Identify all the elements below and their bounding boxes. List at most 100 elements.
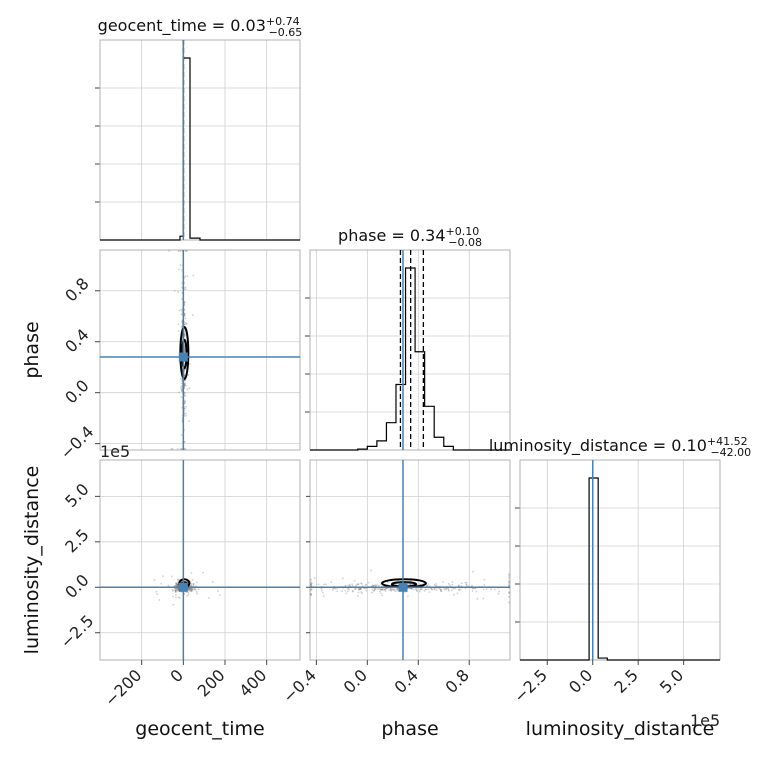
sample-point: [384, 590, 387, 592]
x-tick-label-1: 0.0: [565, 666, 596, 697]
sample-point: [170, 448, 173, 450]
sample-point: [174, 584, 177, 587]
sample-point: [457, 588, 460, 591]
sample-point: [419, 588, 421, 591]
sample-point: [341, 590, 344, 593]
sample-point: [385, 587, 388, 590]
x-tick-label-0: −0.4: [279, 666, 320, 707]
sample-point: [176, 583, 179, 586]
x-tick-label-2: 2.5: [610, 666, 641, 697]
sample-point: [180, 396, 182, 398]
sample-point: [177, 330, 180, 332]
sample-point: [373, 589, 376, 592]
sample-point: [396, 587, 399, 590]
sample-point: [180, 385, 183, 388]
sample-point: [176, 579, 179, 581]
sample-point: [476, 597, 479, 600]
sample-point: [465, 583, 468, 586]
y-tick-label-0: −0.4: [56, 422, 97, 463]
sample-point: [218, 594, 221, 596]
sample-point: [179, 387, 182, 389]
sample-point: [434, 587, 437, 590]
sample-point: [188, 420, 191, 422]
sample-point: [191, 588, 193, 591]
sample-point: [317, 583, 320, 586]
panel-geocent_time-phase: −0.4 0.0 0.4 0.8: [56, 249, 301, 463]
y-tick-label-2: 0.4: [61, 325, 92, 356]
truth-point: [398, 582, 408, 592]
sample-point: [181, 269, 183, 271]
sample-point: [162, 575, 164, 578]
sample-point: [459, 588, 462, 591]
sample-point: [183, 384, 186, 387]
sample-point: [183, 440, 186, 443]
sample-point: [346, 587, 349, 590]
sample-point: [471, 584, 473, 587]
sample-point: [508, 591, 510, 594]
sample-point: [381, 588, 383, 591]
sample-point: [412, 588, 415, 591]
sample-point: [179, 264, 182, 266]
sample-point: [483, 584, 486, 587]
sample-point: [431, 588, 434, 591]
sample-point: [179, 250, 182, 252]
sample-point: [180, 313, 183, 316]
sample-point: [180, 388, 183, 391]
sample-point: [365, 583, 368, 586]
sample-point: [183, 593, 186, 596]
sample-point: [190, 587, 193, 590]
sample-point: [508, 595, 510, 598]
sample-point: [179, 377, 182, 380]
sample-point: [186, 250, 189, 252]
panel-title-phase: phase = 0.34+0.10 −0.08: [338, 225, 482, 249]
sample-point: [310, 583, 312, 585]
sample-point: [381, 588, 384, 590]
sample-point: [372, 584, 375, 587]
sample-point: [439, 588, 442, 591]
histogram-phase: [310, 267, 510, 451]
sample-point: [175, 589, 177, 592]
sample-point: [457, 584, 460, 587]
sample-point: [341, 577, 344, 580]
sample-point: [310, 589, 312, 592]
sample-point: [414, 588, 417, 590]
x-axis-label-luminosity-distance: luminosity_distance: [526, 718, 715, 740]
sample-point: [183, 335, 186, 338]
sample-point: [508, 577, 510, 579]
sample-point: [310, 594, 312, 597]
sample-point: [188, 588, 190, 591]
sample-point: [192, 582, 195, 585]
y-tick-label-3: 0.8: [61, 274, 92, 305]
sample-point: [189, 588, 192, 590]
sample-point: [426, 584, 429, 587]
sample-point: [508, 573, 510, 576]
sample-point: [465, 584, 468, 586]
sample-point: [360, 582, 363, 585]
sample-point: [354, 584, 357, 587]
panel-frame: [519, 459, 721, 661]
sample-point: [439, 590, 442, 593]
sample-point: [176, 584, 179, 586]
sample-point: [183, 347, 186, 350]
sample-point: [460, 582, 463, 585]
sample-point: [188, 589, 190, 592]
sample-point: [367, 581, 370, 584]
sample-point: [180, 308, 182, 311]
sample-point: [361, 592, 364, 595]
sample-point: [439, 588, 442, 591]
sample-point: [191, 314, 194, 316]
sample-point: [378, 590, 381, 593]
sample-point: [385, 587, 387, 590]
sample-point: [176, 584, 179, 587]
sample-point: [508, 584, 510, 586]
y-axis-label-luminosity-distance: luminosity_distance: [21, 466, 43, 655]
panel-geocent_time-luminosity_distance: −200 0 200 400 −2.5 0.0 2.5 5.0: [56, 459, 301, 710]
sample-point: [167, 584, 170, 587]
sample-point: [430, 588, 433, 591]
sample-point: [188, 387, 191, 390]
sample-point: [383, 589, 385, 591]
sample-point: [433, 588, 436, 591]
sample-point: [181, 448, 183, 450]
sample-point: [320, 589, 323, 592]
sample-point: [424, 588, 427, 591]
